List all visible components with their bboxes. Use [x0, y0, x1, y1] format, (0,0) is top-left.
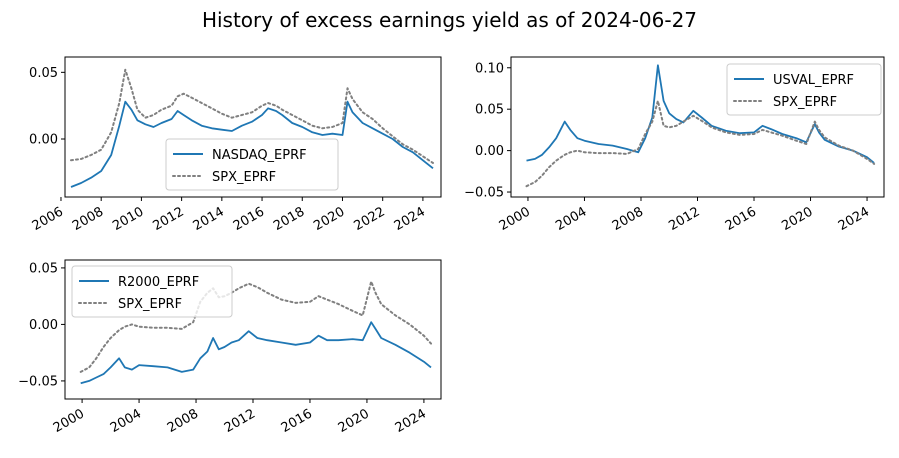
legend: R2000_EPRF SPX_EPRF	[71, 265, 233, 318]
x-tick-label: 2006	[30, 204, 66, 234]
legend-box	[726, 63, 882, 116]
y-tick-label: 0.05	[475, 103, 504, 118]
series-line-nasdaq-eprf	[70, 100, 434, 188]
legend-label: R2000_EPRF	[118, 275, 199, 290]
legend-label: SPX_EPRF	[773, 95, 837, 110]
x-tick-label: 2004	[553, 204, 589, 234]
x-tick-label: 2024	[393, 406, 429, 436]
y-tick-label: 0.05	[29, 66, 58, 81]
legend-label: NASDAQ_EPRF	[212, 148, 307, 163]
x-tick-label: 2016	[723, 204, 759, 234]
x-tick-label: 2008	[610, 204, 646, 234]
x-tick-label: 2014	[191, 204, 227, 234]
legend-label: SPX_EPRF	[118, 297, 182, 312]
x-tick-label: 2024	[392, 204, 428, 234]
x-tick-label: 2004	[108, 406, 144, 436]
figure-title: History of excess earnings yield as of 2…	[202, 8, 697, 32]
chart-usval-panel: −0.05 0.00 0.05 0.10 2000 2004 2008 2012 2016 202…	[464, 56, 885, 234]
y-tick-label: −0.05	[18, 374, 58, 389]
series-line-spx-eprf	[79, 280, 432, 373]
x-tick-label: 2016	[279, 406, 315, 436]
y-tick-label: 0.00	[475, 144, 504, 159]
legend-box	[71, 265, 233, 318]
x-tick-label: 2020	[311, 204, 347, 234]
series-line-r2000-eprf	[80, 321, 432, 385]
x-tick-label: 2016	[231, 204, 267, 234]
x-tick-label: 2020	[336, 406, 372, 436]
x-tick-label: 2000	[51, 406, 87, 436]
legend-label: USVAL_EPRF	[773, 73, 854, 88]
series-lines	[70, 68, 434, 188]
y-tick-label: 0.10	[475, 61, 504, 76]
x-tick-label: 2018	[271, 204, 307, 234]
legend-box	[165, 138, 339, 191]
chart-nasdaq-panel: 0.00 0.05 2006 2008 2010 2012 2014 2016 2018 2020…	[29, 56, 442, 234]
series-line-spx-eprf	[70, 68, 434, 164]
x-tick-label: 2010	[110, 204, 146, 234]
series-lines	[79, 280, 432, 385]
x-tick-label: 2008	[70, 204, 106, 234]
x-tick-label: 2024	[836, 204, 872, 234]
legend-label: SPX_EPRF	[212, 170, 276, 185]
x-tick-label: 2012	[666, 204, 702, 234]
y-tick-label: 0.00	[29, 133, 58, 148]
x-tick-label: 2022	[352, 204, 388, 234]
y-tick-label: 0.00	[29, 318, 58, 333]
x-tick-label: 2020	[779, 204, 815, 234]
y-tick-label: 0.05	[29, 261, 58, 276]
x-tick-label: 2008	[165, 406, 201, 436]
axes-frame	[64, 56, 442, 198]
chart-r2000-panel: −0.05 0.00 0.05 2000 2004 2008 2012 2016 2020 202…	[18, 259, 442, 436]
x-tick-label: 2000	[497, 204, 533, 234]
legend: NASDAQ_EPRF SPX_EPRF	[165, 138, 339, 191]
y-tick-label: −0.05	[464, 186, 504, 201]
series-lines	[525, 64, 876, 188]
x-tick-label: 2012	[222, 406, 258, 436]
series-line-spx-eprf	[525, 99, 876, 188]
legend: USVAL_EPRF SPX_EPRF	[726, 63, 882, 116]
x-tick-label: 2012	[150, 204, 186, 234]
